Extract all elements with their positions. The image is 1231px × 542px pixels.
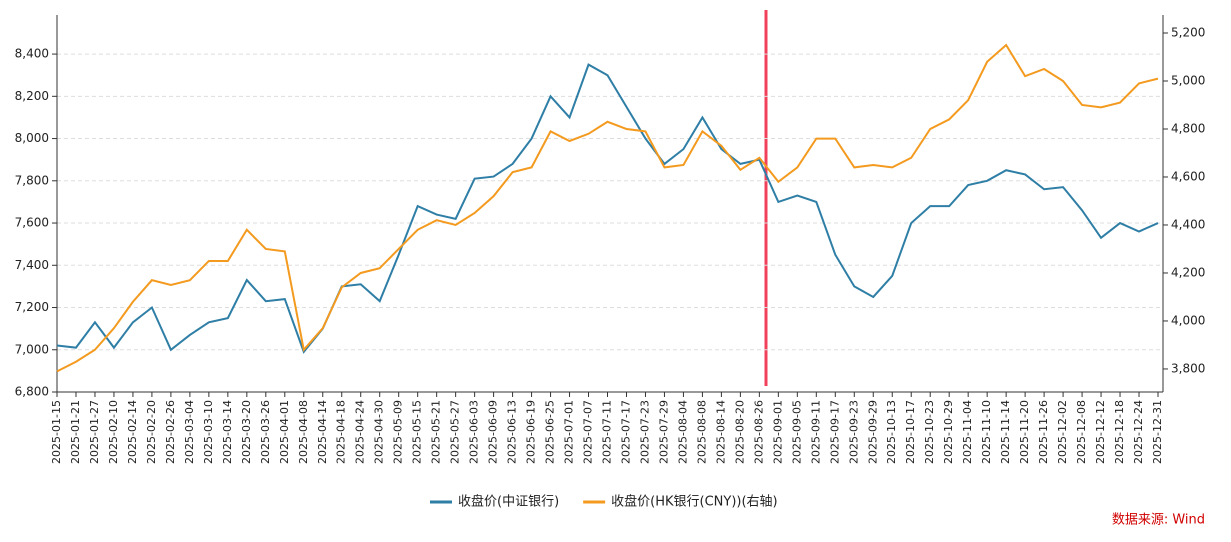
x-tick-label: 2025-07-29 xyxy=(657,400,670,464)
x-tick-label: 2025-12-02 xyxy=(1056,400,1069,464)
x-tick-label: 2025-12-08 xyxy=(1075,400,1088,464)
y2-tick-label: 4,800 xyxy=(1171,121,1205,135)
x-tick-label: 2025-07-17 xyxy=(619,400,632,464)
plot: 6,800 7,000 7,200 7,400 7,600 7,800 8,000 8,200… xyxy=(15,15,1205,510)
x-tick-label: 2025-09-29 xyxy=(866,400,879,464)
x-tick-label: 2025-12-12 xyxy=(1094,400,1107,464)
y-tick-label: 7,800 xyxy=(15,173,49,187)
x-tick-label: 2025-10-23 xyxy=(923,400,936,464)
x-tick-label: 2025-01-27 xyxy=(88,400,101,464)
y2-tick-label: 5,000 xyxy=(1171,73,1205,87)
x-tick-label: 2025-11-20 xyxy=(1018,400,1031,464)
source-note: 数据来源: Wind xyxy=(1112,513,1205,528)
y-tick-label: 7,200 xyxy=(15,300,49,314)
x-tick-label: 2025-09-01 xyxy=(771,400,784,464)
x-tick-label: 2025-09-05 xyxy=(790,400,803,464)
x-tick-label: 2025-03-10 xyxy=(202,400,215,464)
y-tick-label: 7,000 xyxy=(15,342,49,356)
x-tick-label: 2025-10-13 xyxy=(885,400,898,464)
x-tick-label: 2025-11-26 xyxy=(1037,400,1050,464)
x-tick-label: 2025-07-23 xyxy=(638,400,651,464)
y2-tick-label: 4,200 xyxy=(1171,265,1205,279)
x-tick-label: 2025-05-27 xyxy=(449,400,462,464)
x-tick-label: 2025-11-04 xyxy=(961,400,974,464)
y2-tick-label: 4,000 xyxy=(1171,313,1205,327)
y2-tick-label: 3,800 xyxy=(1171,361,1205,375)
x-tick-label: 2025-12-31 xyxy=(1151,400,1164,464)
x-tick-label: 2025-03-04 xyxy=(183,400,196,464)
x-tick-label: 2025-01-15 xyxy=(50,400,63,464)
y-tick-label: 7,400 xyxy=(15,258,49,272)
x-tick-label: 2025-11-14 xyxy=(999,400,1012,464)
legend-label: 收盘价(中证银行) xyxy=(458,494,559,510)
x-tick-label: 2025-06-19 xyxy=(525,400,538,464)
x-tick-label: 2025-03-26 xyxy=(259,400,272,464)
x-tick-label: 2025-05-21 xyxy=(430,400,443,464)
x-tick-label: 2025-11-10 xyxy=(980,400,993,464)
x-tick-label: 2025-12-24 xyxy=(1132,400,1145,464)
x-tick-label: 2025-04-30 xyxy=(373,400,386,464)
x-tick-label: 2025-02-26 xyxy=(164,400,177,464)
legend-label: 收盘价(HK银行(CNY))(右轴) xyxy=(611,494,777,510)
x-tick-label: 2025-09-11 xyxy=(809,400,822,464)
x-tick-label: 2025-02-20 xyxy=(145,400,158,464)
y2-tick-label: 5,200 xyxy=(1171,25,1205,39)
x-tick-label: 2025-04-24 xyxy=(354,400,367,464)
x-tick-label: 2025-10-29 xyxy=(942,400,955,464)
x-tick-label: 2025-08-08 xyxy=(695,400,708,464)
x-tick-label: 2025-06-13 xyxy=(506,400,519,464)
x-tick-label: 2025-06-09 xyxy=(487,400,500,464)
x-tick-label: 2025-09-23 xyxy=(847,400,860,464)
series-line xyxy=(56,43,1159,373)
x-tick-label: 2025-05-09 xyxy=(392,400,405,464)
x-tick-label: 2025-03-14 xyxy=(221,400,234,464)
y-tick-label: 8,400 xyxy=(15,47,49,61)
y-tick-label: 8,000 xyxy=(15,131,49,145)
x-tick-label: 2025-10-17 xyxy=(904,400,917,464)
x-tick-label: 2025-04-01 xyxy=(278,400,291,464)
y2-tick-label: 4,400 xyxy=(1171,217,1205,231)
x-tick-label: 2025-05-15 xyxy=(411,400,424,464)
x-tick-label: 2025-04-08 xyxy=(297,400,310,464)
y-tick-label: 8,200 xyxy=(15,89,49,103)
x-tick-label: 2025-09-17 xyxy=(828,400,841,464)
x-tick-label: 2025-01-21 xyxy=(69,400,82,464)
y-tick-label: 6,800 xyxy=(15,385,49,399)
x-tick-label: 2025-07-01 xyxy=(563,400,576,464)
y-tick-label: 7,600 xyxy=(15,216,49,230)
x-tick-label: 2025-03-20 xyxy=(240,400,253,464)
x-tick-label: 2025-06-25 xyxy=(544,400,557,464)
x-tick-label: 2025-06-03 xyxy=(468,400,481,464)
x-tick-label: 2025-08-14 xyxy=(714,400,727,464)
x-tick-label: 2025-12-18 xyxy=(1113,400,1126,464)
y2-tick-label: 4,600 xyxy=(1171,169,1205,183)
x-tick-label: 2025-04-14 xyxy=(316,400,329,464)
x-tick-label: 2025-04-18 xyxy=(335,400,348,464)
x-tick-label: 2025-08-20 xyxy=(733,400,746,464)
x-tick-label: 2025-02-10 xyxy=(107,400,120,464)
x-tick-label: 2025-02-14 xyxy=(126,400,139,464)
series-line xyxy=(56,63,1159,354)
x-tick-label: 2025-07-07 xyxy=(582,400,595,464)
x-tick-label: 2025-07-11 xyxy=(601,400,614,464)
x-tick-label: 2025-08-26 xyxy=(752,400,765,464)
x-tick-label: 2025-08-04 xyxy=(676,400,689,464)
